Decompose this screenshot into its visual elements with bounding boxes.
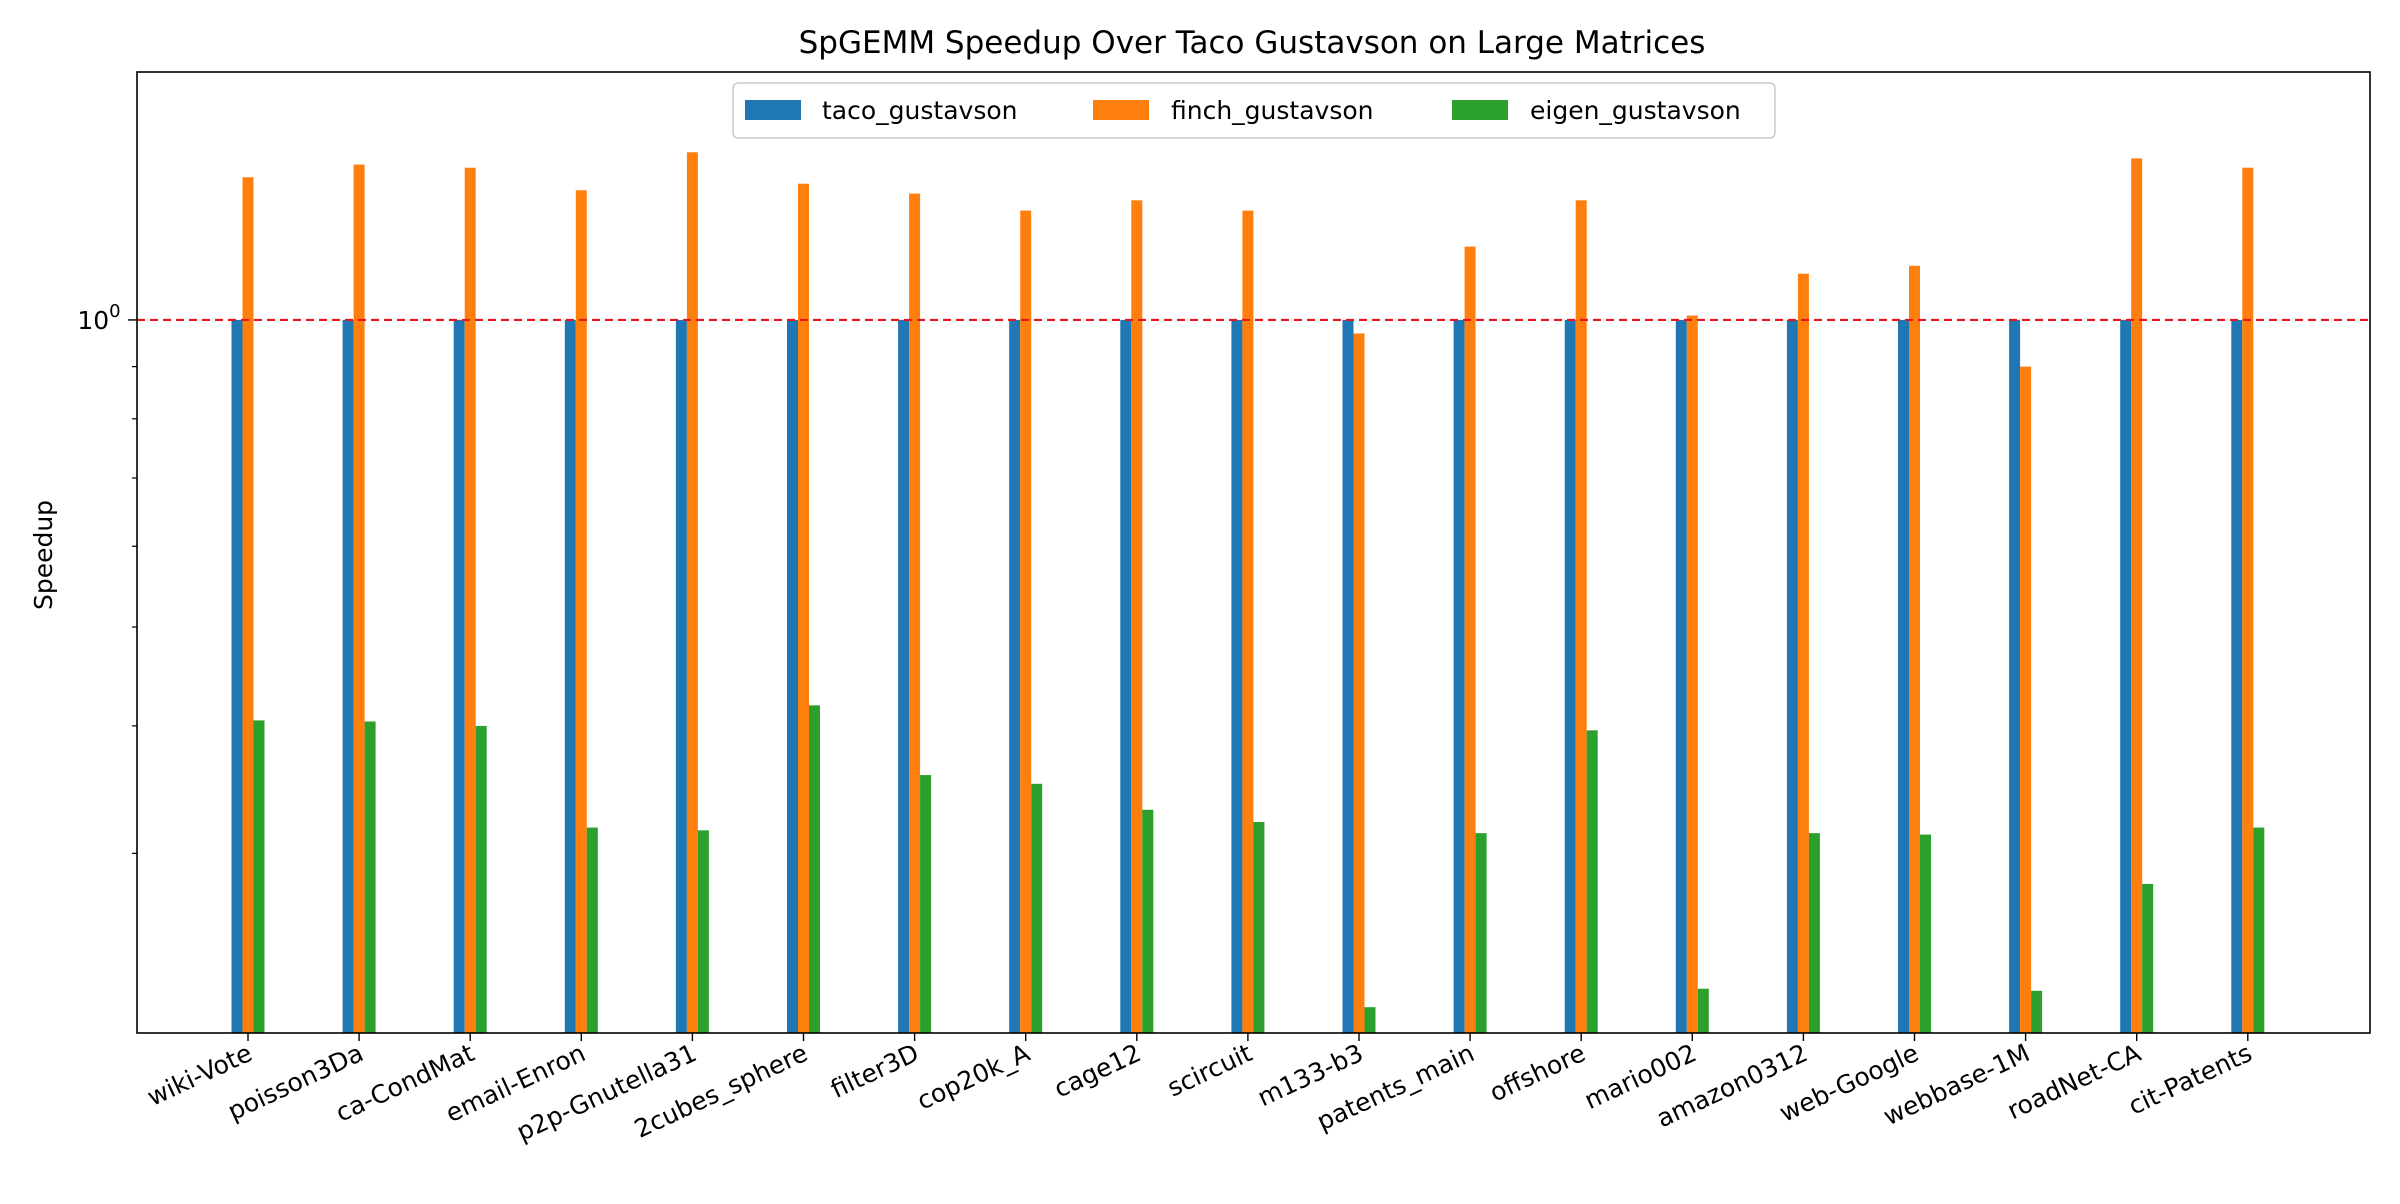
bar-finch_gustavson-cop20k_A: [1020, 210, 1032, 1033]
x-tick-label: cit-Patents: [2124, 1038, 2256, 1120]
bar-taco_gustavson-p2p-Gnutella31: [675, 319, 687, 1033]
bar-eigen_gustavson-amazon0312: [1808, 833, 1820, 1033]
bar-taco_gustavson-offshore: [1564, 319, 1576, 1033]
bar-taco_gustavson-amazon0312: [1786, 319, 1798, 1033]
legend-swatch-eigen_gustavson: [1452, 100, 1508, 120]
bar-finch_gustavson-roadNet-CA: [2131, 158, 2143, 1033]
bar-eigen_gustavson-2cubes_sphere: [809, 705, 820, 1033]
legend-box: [732, 82, 1776, 139]
x-tick-label: filter3D: [826, 1038, 923, 1104]
bar-finch_gustavson-email-Enron: [575, 190, 587, 1033]
bar-eigen_gustavson-wiki-Vote: [253, 720, 265, 1033]
bar-eigen_gustavson-patents_main: [1475, 833, 1487, 1033]
legend-label-taco_gustavson: taco_gustavson: [822, 96, 1017, 125]
bar-taco_gustavson-webbase-1M: [2009, 319, 2021, 1033]
bar-finch_gustavson-2cubes_sphere: [798, 183, 809, 1033]
bar-finch_gustavson-mario002: [1686, 315, 1698, 1033]
bar-eigen_gustavson-cage12: [1142, 809, 1154, 1033]
bar-eigen_gustavson-mario002: [1697, 988, 1709, 1033]
bar-eigen_gustavson-scircuit: [1253, 822, 1265, 1033]
bar-eigen_gustavson-m133-b3: [1364, 1007, 1376, 1033]
plot-frame: [136, 71, 2371, 1034]
bar-finch_gustavson-m133-b3: [1353, 333, 1365, 1033]
chart-title: SpGEMM Speedup Over Taco Gustavson on La…: [799, 25, 1706, 61]
x-tick-label: offshore: [1485, 1038, 1590, 1107]
y-axis-label: Speedup: [29, 500, 58, 610]
bar-eigen_gustavson-cop20k_A: [1031, 783, 1043, 1033]
legend-swatch-taco_gustavson: [745, 100, 801, 120]
y-tick-label: 100: [77, 301, 120, 335]
bar-taco_gustavson-poisson3Da: [342, 319, 354, 1033]
bar-eigen_gustavson-email-Enron: [586, 827, 598, 1033]
bar-finch_gustavson-amazon0312: [1797, 273, 1809, 1033]
bar-finch_gustavson-patents_main: [1464, 246, 1476, 1034]
bar-finch_gustavson-poisson3Da: [353, 164, 365, 1033]
x-tick-label: scircuit: [1163, 1038, 1257, 1102]
bar-finch_gustavson-cage12: [1131, 200, 1143, 1034]
bar-finch_gustavson-web-Google: [1909, 265, 1920, 1033]
bar-taco_gustavson-roadNet-CA: [2120, 319, 2132, 1033]
bar-taco_gustavson-2cubes_sphere: [787, 319, 798, 1033]
bar-taco_gustavson-web-Google: [1898, 319, 1909, 1033]
bar-taco_gustavson-scircuit: [1231, 319, 1243, 1033]
bar-eigen_gustavson-webbase-1M: [2031, 990, 2043, 1033]
x-tick-label: cage12: [1050, 1038, 1146, 1103]
legend-label-eigen_gustavson: eigen_gustavson: [1530, 96, 1741, 125]
legend: taco_gustavson finch_gustavson eigen_gusta…: [732, 82, 1776, 139]
bars-layer: [231, 152, 2265, 1034]
bar-eigen_gustavson-p2p-Gnutella31: [697, 830, 709, 1033]
bar-taco_gustavson-filter3D: [898, 319, 910, 1033]
bar-taco_gustavson-ca-CondMat: [453, 319, 465, 1033]
bar-eigen_gustavson-poisson3Da: [364, 721, 376, 1033]
legend-label-finch_gustavson: finch_gustavson: [1171, 96, 1374, 125]
bar-finch_gustavson-offshore: [1575, 200, 1587, 1034]
bar-finch_gustavson-webbase-1M: [2020, 366, 2032, 1033]
bar-finch_gustavson-filter3D: [909, 193, 921, 1034]
x-tick-label: cop20k_A: [912, 1038, 1034, 1115]
bar-taco_gustavson-cop20k_A: [1009, 319, 1021, 1033]
bar-finch_gustavson-p2p-Gnutella31: [686, 152, 698, 1033]
bar-eigen_gustavson-offshore: [1586, 730, 1598, 1033]
bar-eigen_gustavson-web-Google: [1920, 834, 1931, 1033]
bar-taco_gustavson-wiki-Vote: [231, 319, 243, 1033]
legend-swatch-finch_gustavson: [1093, 100, 1149, 120]
bar-eigen_gustavson-cit-Patents: [2253, 827, 2265, 1033]
bar-taco_gustavson-email-Enron: [564, 319, 576, 1033]
bar-taco_gustavson-mario002: [1675, 319, 1687, 1033]
bar-taco_gustavson-cage12: [1120, 319, 1132, 1033]
bar-finch_gustavson-ca-CondMat: [464, 167, 476, 1033]
bar-eigen_gustavson-roadNet-CA: [2142, 883, 2154, 1033]
bar-finch_gustavson-scircuit: [1242, 210, 1254, 1033]
bar-taco_gustavson-m133-b3: [1342, 319, 1354, 1033]
bar-taco_gustavson-cit-Patents: [2231, 319, 2243, 1033]
bar-finch_gustavson-cit-Patents: [2242, 167, 2254, 1033]
bar-eigen_gustavson-filter3D: [920, 775, 932, 1033]
bar-finch_gustavson-wiki-Vote: [242, 177, 254, 1034]
bar-taco_gustavson-patents_main: [1453, 319, 1465, 1033]
bar-eigen_gustavson-ca-CondMat: [475, 725, 487, 1033]
